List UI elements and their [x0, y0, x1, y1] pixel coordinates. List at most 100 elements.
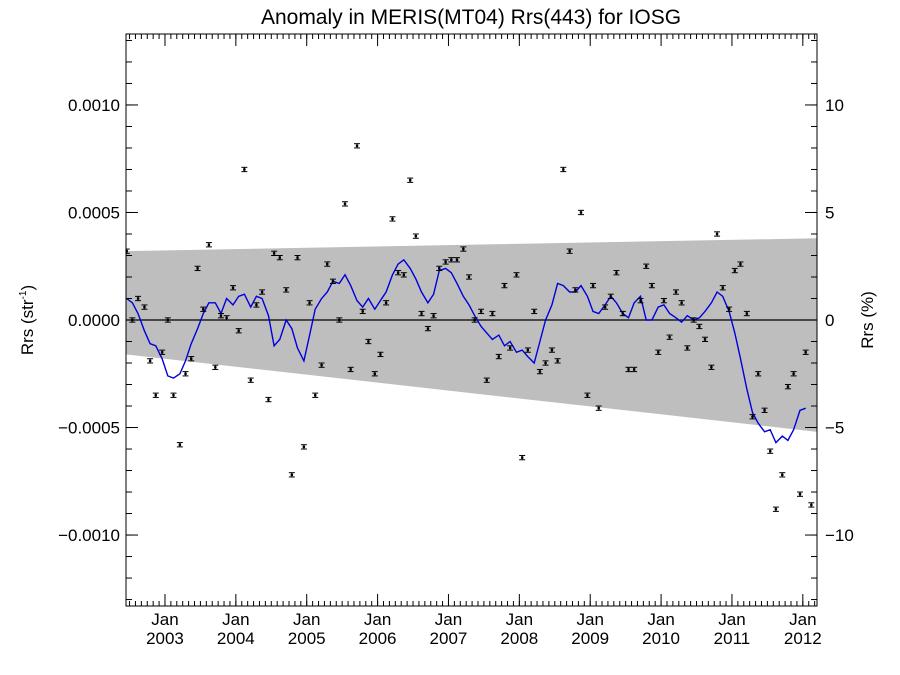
data-point: [637, 297, 644, 304]
x-tick-label-year: 2003: [146, 629, 184, 648]
y-tick-label: 0.0010: [68, 96, 120, 115]
y2-tick-label: −10: [825, 526, 854, 545]
point-marker: [781, 473, 784, 477]
point-marker: [615, 271, 618, 274]
data-point: [767, 448, 774, 454]
point-marker: [751, 415, 754, 418]
data-point: [271, 250, 278, 256]
x-tick-label-month: Jan: [506, 610, 533, 629]
data-point: [194, 265, 201, 272]
point-marker: [379, 353, 382, 356]
point-marker: [462, 247, 465, 251]
data-point: [678, 300, 685, 306]
data-point: [708, 364, 715, 370]
data-point: [395, 270, 402, 276]
point-marker: [136, 297, 140, 300]
point-marker: [320, 363, 323, 367]
x-tick-label-month: Jan: [364, 610, 391, 629]
data-point: [719, 285, 726, 291]
data-point: [389, 216, 396, 222]
point-marker: [384, 301, 388, 304]
data-point: [306, 300, 313, 306]
point-marker: [508, 346, 512, 350]
point-marker: [349, 368, 352, 371]
data-point: [696, 323, 703, 330]
data-point: [300, 444, 307, 450]
data-point: [341, 201, 348, 207]
point-marker: [586, 394, 589, 397]
point-marker: [574, 288, 577, 292]
data-point: [188, 356, 195, 362]
plot-area: [126, 143, 817, 512]
data-point: [808, 502, 815, 508]
point-marker: [432, 314, 435, 317]
point-marker: [355, 144, 359, 148]
data-point: [365, 338, 372, 345]
point-marker: [214, 366, 217, 369]
data-point: [690, 317, 697, 323]
x-tick-label-year: 2006: [359, 629, 397, 648]
axes: 0.0010 0.0005 0.0000 −0.0005 −0.0010 10 5 0 −5 −1…: [58, 33, 854, 648]
x-tick-label-month: Jan: [435, 610, 462, 629]
point-marker: [662, 299, 666, 302]
point-marker: [314, 394, 317, 397]
data-point: [436, 265, 443, 272]
data-point: [159, 349, 166, 355]
point-marker: [703, 338, 707, 341]
point-marker: [444, 260, 447, 264]
y2-tick-label: 0: [825, 311, 834, 330]
data-point: [147, 358, 154, 364]
point-marker: [497, 355, 500, 358]
data-point: [294, 254, 301, 261]
point-marker: [260, 290, 264, 294]
point-marker: [148, 359, 152, 363]
point-marker: [538, 370, 542, 373]
data-point: [442, 259, 449, 265]
data-point: [418, 310, 425, 317]
point-marker: [249, 379, 252, 382]
data-point: [430, 313, 437, 319]
data-point: [336, 317, 343, 323]
uncertainty-band: [126, 238, 817, 432]
data-point: [489, 310, 496, 317]
point-marker: [639, 299, 642, 302]
point-marker: [391, 217, 394, 221]
point-marker: [467, 275, 471, 279]
point-marker: [296, 256, 299, 259]
point-marker: [715, 232, 719, 236]
point-marker: [166, 318, 170, 322]
data-point: [684, 345, 691, 351]
point-marker: [810, 503, 813, 507]
point-marker: [774, 508, 778, 511]
data-point: [743, 310, 750, 317]
x-tick-label-year: 2010: [642, 629, 680, 648]
point-marker: [798, 492, 802, 496]
data-point: [460, 246, 467, 252]
data-point: [312, 392, 319, 398]
point-marker: [491, 312, 494, 315]
data-point: [495, 353, 502, 360]
point-marker: [562, 168, 565, 171]
data-point: [737, 261, 744, 267]
data-point: [584, 392, 591, 398]
point-marker: [650, 284, 654, 287]
data-point: [772, 506, 779, 512]
data-point: [265, 396, 272, 403]
point-marker: [698, 325, 701, 328]
data-point: [643, 263, 650, 269]
point-marker: [373, 372, 376, 375]
point-marker: [225, 316, 228, 320]
data-point: [354, 143, 361, 149]
data-point: [577, 209, 584, 216]
point-marker: [178, 443, 182, 446]
data-point: [448, 257, 455, 263]
data-point: [471, 317, 478, 323]
data-point: [613, 270, 620, 276]
data-point: [542, 360, 549, 366]
point-marker: [473, 318, 476, 322]
point-marker: [674, 290, 678, 294]
data-point: [324, 261, 331, 267]
point-marker: [680, 301, 683, 304]
data-point: [276, 254, 283, 261]
point-marker: [756, 372, 760, 375]
